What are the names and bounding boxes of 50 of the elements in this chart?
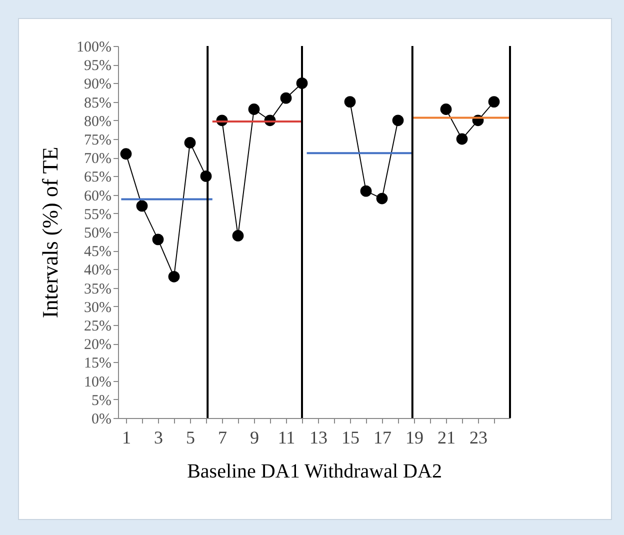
point: [120, 148, 132, 160]
y-tick-label: 35%: [84, 281, 112, 298]
point: [280, 92, 292, 104]
x-tick-label: 21: [438, 428, 456, 448]
point: [184, 137, 196, 148]
x-tick-label: 5: [186, 428, 195, 448]
point: [136, 200, 148, 212]
y-tick-label: 10%: [84, 374, 112, 390]
point: [232, 230, 244, 242]
point: [392, 114, 404, 126]
x-tick-label: 1: [122, 428, 131, 448]
y-tick-label: 45%: [84, 244, 112, 260]
x-tick-label: 11: [278, 428, 296, 448]
x-tick-label: 15: [342, 428, 360, 448]
point: [376, 192, 388, 204]
x-tick-label: 9: [250, 428, 259, 448]
y-tick-label: 25%: [84, 318, 112, 334]
y-tick-label: 80%: [84, 114, 112, 130]
point: [248, 104, 260, 115]
y-tick-label: 65%: [84, 170, 112, 186]
x-axis-title: Baseline DA1 Withdrawal DA2: [187, 460, 442, 482]
y-tick-label: 90%: [84, 76, 112, 93]
y-tick-label: 15%: [84, 356, 112, 372]
y-tick-label: 75%: [84, 132, 112, 148]
y-tick-label: 40%: [84, 262, 112, 279]
y-tick-label: 0%: [92, 412, 112, 428]
y-tick-label: 70%: [84, 151, 112, 168]
y-tick-label: 95%: [84, 58, 112, 74]
point: [360, 185, 372, 197]
point: [456, 133, 468, 145]
point: [152, 234, 164, 246]
x-tick-label: 17: [374, 428, 392, 448]
y-tick-label: 60%: [84, 188, 112, 204]
x-tick-label: 7: [218, 428, 227, 448]
point: [168, 270, 180, 282]
point: [344, 96, 356, 108]
point: [488, 96, 500, 108]
y-tick-label: 5%: [92, 392, 112, 409]
point: [440, 104, 452, 115]
y-tick-label: 30%: [84, 300, 112, 316]
y-tick-label: 50%: [84, 226, 112, 242]
x-tick-label: 3: [154, 428, 163, 448]
y-tick-label: 100%: [76, 40, 112, 56]
x-tick-label: 19: [406, 428, 424, 448]
x-tick-label: 13: [310, 428, 328, 448]
y-tick-label: 20%: [84, 337, 112, 354]
x-tick-label: 23: [470, 428, 488, 448]
y-axis-title: Intervals (%) of TE: [38, 146, 63, 318]
y-tick-label: 85%: [84, 95, 112, 112]
y-tick-label: 55%: [84, 206, 112, 223]
